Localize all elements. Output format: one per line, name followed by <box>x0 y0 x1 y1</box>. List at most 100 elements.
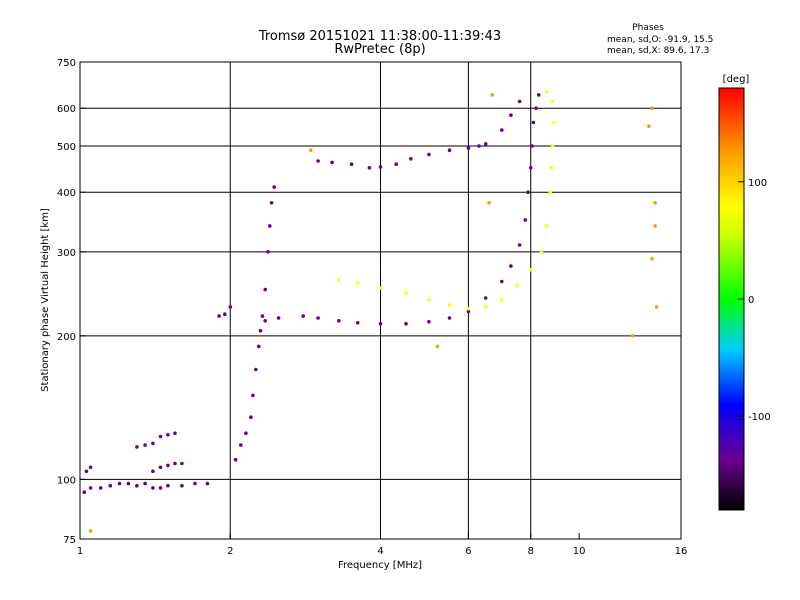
data-point <box>223 312 227 317</box>
data-point <box>404 291 408 295</box>
stats-o-line: mean, sd,O: -91.9, 15.5 <box>607 35 713 45</box>
data-point <box>378 321 383 326</box>
data-point <box>108 483 113 488</box>
data-point <box>249 415 253 420</box>
y-tick-label: 500 <box>57 142 76 153</box>
colorbar-ticks: 100 0 -100 <box>738 178 771 423</box>
data-point <box>515 283 519 288</box>
data-point <box>367 166 372 170</box>
x-tick-label: 10 <box>573 546 586 557</box>
y-tick-label: 75 <box>63 535 76 546</box>
data-point <box>173 461 177 466</box>
data-point <box>529 268 533 272</box>
data-point <box>427 298 431 302</box>
data-point <box>466 146 471 150</box>
data-point <box>260 314 265 318</box>
colorbar-tick-label: 0 <box>748 295 754 306</box>
chart-title: Tromsø 20151021 11:38:00-11:39:43 <box>258 29 501 44</box>
data-point <box>158 434 163 439</box>
x-tick-label: 8 <box>528 546 534 557</box>
data-point <box>166 463 170 468</box>
data-point <box>650 257 654 261</box>
data-point <box>251 393 255 398</box>
data-point <box>531 120 536 125</box>
data-point <box>483 296 488 300</box>
data-point <box>244 431 248 436</box>
data-point <box>98 486 103 490</box>
x-axis-ticks: 1 2 4 6 8 10 16 <box>77 533 688 557</box>
data-point <box>355 321 360 325</box>
data-point <box>355 281 360 285</box>
y-tick-label: 100 <box>57 475 76 486</box>
data-point <box>268 224 272 228</box>
data-point <box>500 128 504 132</box>
data-point <box>316 316 320 320</box>
data-point <box>517 243 522 247</box>
data-point <box>654 305 659 309</box>
data-point <box>263 287 268 292</box>
data-point <box>88 529 93 533</box>
data-point <box>500 298 504 302</box>
data-point <box>466 306 471 311</box>
data-point <box>526 190 530 194</box>
data-point <box>258 328 263 333</box>
data-point <box>447 316 452 320</box>
grid-lines <box>79 61 682 540</box>
data-point <box>539 250 544 254</box>
data-point <box>435 344 440 349</box>
data-point <box>228 305 233 309</box>
data-point <box>483 142 488 146</box>
data-point <box>180 461 184 466</box>
data-point <box>477 144 481 148</box>
data-point <box>337 278 341 282</box>
y-axis-label: Stationary phase Virtual Height [km] <box>40 208 51 392</box>
data-point <box>301 314 306 318</box>
data-point <box>126 481 131 486</box>
data-point <box>630 334 635 338</box>
data-point <box>536 93 541 97</box>
data-point <box>88 465 93 470</box>
data-point <box>447 148 452 152</box>
data-point <box>217 314 221 318</box>
data-point <box>82 490 87 495</box>
data-point <box>180 483 184 488</box>
chart-subtitle: RwPretec (8p) <box>334 42 425 57</box>
x-tick-label: 16 <box>675 546 688 557</box>
data-point <box>548 190 552 194</box>
data-point <box>544 224 549 228</box>
colorbar-label: [deg] <box>723 74 750 85</box>
y-tick-label: 600 <box>57 104 76 115</box>
data-point <box>88 486 93 490</box>
data-point <box>550 99 555 104</box>
data-point <box>550 144 555 148</box>
data-point <box>483 305 488 309</box>
data-point <box>266 250 270 254</box>
data-point <box>193 481 197 486</box>
data-point <box>143 481 147 486</box>
y-axis-ticks: 75 100 200 300 400 500 600 750 <box>57 58 86 546</box>
data-point <box>378 165 383 169</box>
data-point <box>349 162 354 166</box>
data-point <box>233 457 238 462</box>
x-tick-label: 2 <box>227 546 233 557</box>
x-tick-label: 4 <box>377 546 383 557</box>
data-point <box>653 224 657 228</box>
data-point <box>143 443 147 447</box>
data-point <box>517 99 522 104</box>
x-tick-label: 6 <box>465 546 471 557</box>
scatter-points <box>82 89 659 533</box>
data-point <box>653 201 657 205</box>
x-axis-label: Frequency [MHz] <box>338 560 422 571</box>
data-point <box>337 319 341 323</box>
data-point <box>647 124 651 129</box>
data-point <box>166 433 170 437</box>
x-tick-label: 1 <box>77 546 83 557</box>
y-tick-label: 400 <box>57 188 76 199</box>
y-tick-label: 750 <box>57 58 76 69</box>
data-point <box>466 309 471 314</box>
colorbar-tick-label: 100 <box>748 178 767 189</box>
colorbar-tick-label: -100 <box>748 412 771 423</box>
data-point <box>158 486 163 490</box>
data-point <box>173 431 177 436</box>
